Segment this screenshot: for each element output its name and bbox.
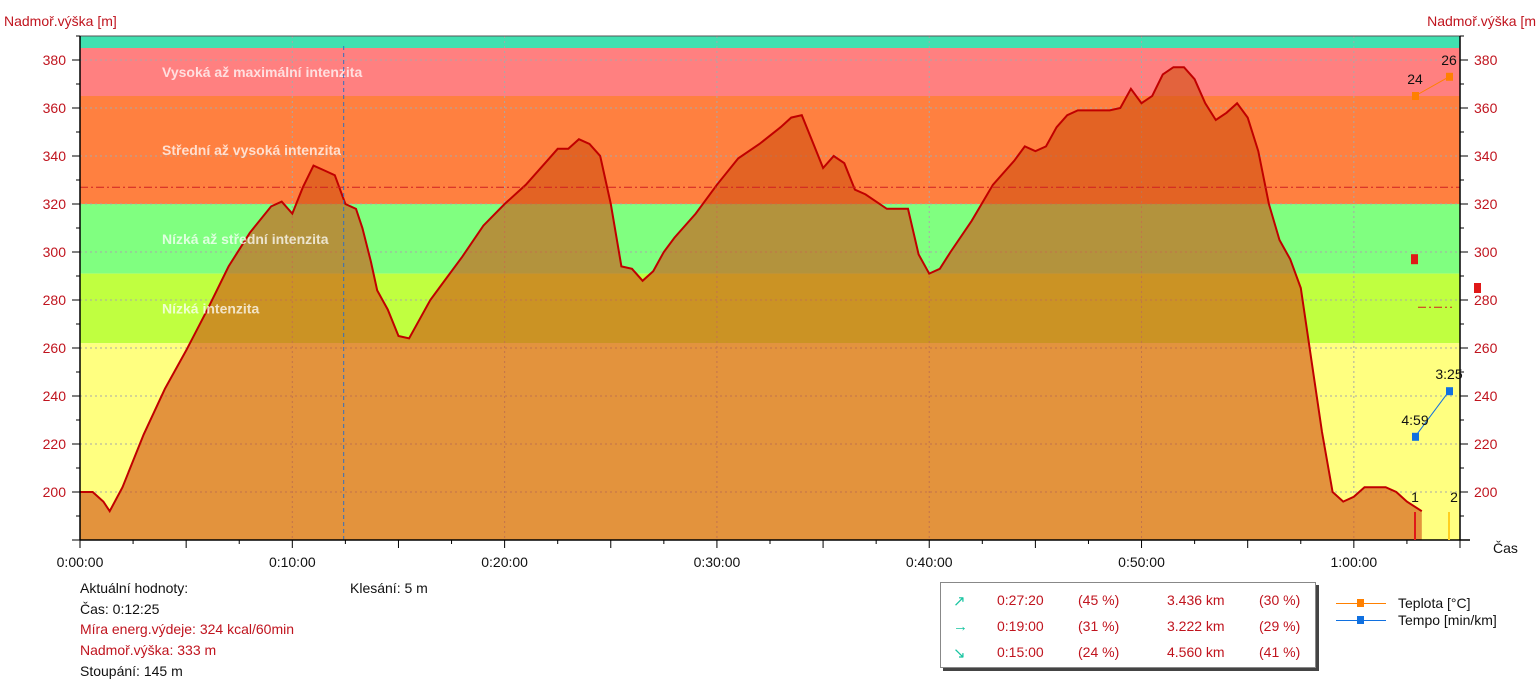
x-tick-label: 0:10:00 [269,554,316,570]
red-marker-point [1411,254,1418,265]
current-time: Čas: 0:12:25 [80,601,160,617]
marker-point [1446,387,1453,396]
current-ascent: Stoupání: 145 m [80,663,183,679]
y-tick-label-left: 240 [43,388,67,404]
zone-label: Vysoká až maximální intenzita [162,64,362,80]
legend-label: Teplota [°C] [1398,595,1471,611]
y-axis-title-left: Nadmoř.výška [m] [4,13,117,29]
x-tick-label: 1:00:00 [1330,554,1377,570]
marker-line [1414,390,1450,438]
stat-distance-pct: (30 %) [1259,592,1301,608]
stat-distance-pct: (29 %) [1259,618,1301,634]
lap-label: 1 [1411,489,1419,505]
y-tick-label-left: 280 [43,292,67,308]
y-tick-label-left: 360 [43,100,67,116]
elevation-chart: Vysoká až maximální intenzita Střední až … [4,13,1536,570]
elevation-line [80,66,1423,514]
y-tick-label-left: 340 [43,148,67,164]
arrow-up-right-icon: ↗ [953,593,966,610]
legend-label: Tempo [min/km] [1398,612,1497,628]
y-tick-label-right: 200 [1474,484,1498,500]
stat-row-descent: ↘ 0:15:00 (24 %) 4.560 km (41 %) [941,640,1315,666]
marker-point [1412,92,1419,100]
x-tick-label: 0:30:00 [694,554,741,570]
lap-label: 2 [1450,489,1458,505]
stat-row-ascent: ↗ 0:27:20 (45 %) 3.436 km (30 %) [941,588,1315,614]
marker-label: 4:59 [1401,412,1428,428]
overlays: Vysoká až maximální intenzita Střední až … [80,46,1460,540]
legend-marker [1357,616,1364,624]
y-tick-label-left: 300 [43,244,67,260]
current-descent: Klesání: 5 m [350,580,428,596]
y-tick-label-left: 200 [43,484,67,500]
chart-legend: Teplota [°C] Tempo [min/km] [1336,594,1536,634]
zone-label: Střední až vysoká intenzita [162,142,341,158]
legend-item-teplota: Teplota [°C] [1336,594,1536,612]
marker-line [1414,76,1450,97]
legend-item-tempo: Tempo [min/km] [1336,611,1536,629]
marker-point [1446,72,1453,81]
marker-label: 26 [1441,52,1457,68]
y-tick-label-right: 260 [1474,340,1498,356]
stat-time: 0:19:00 [997,618,1044,634]
y-tick-label-right: 240 [1474,388,1498,404]
y-tick-label-left: 380 [43,52,67,68]
y-tick-label-left: 320 [43,196,67,212]
y-tick-label-right: 280 [1474,292,1498,308]
stat-time-pct: (31 %) [1078,618,1120,634]
current-energy: Míra energ.výdeje: 324 kcal/60min [80,621,294,637]
y-tick-label-right: 320 [1474,196,1498,212]
zone-band [80,48,1460,96]
marker-label: 24 [1407,71,1423,87]
zone-label: Nízká intenzita [162,300,259,316]
right-markers: 24 26 4:59 3:25 1 2 [1401,52,1481,540]
marker-point [1412,432,1419,441]
x-tick-label: 0:00:00 [57,554,104,570]
arrow-down-right-icon: ↘ [953,645,966,662]
climb-stats-table: ↗ 0:27:20 (45 %) 3.436 km (30 %) → 0:19:… [940,582,1316,668]
arrow-right-icon: → [953,618,968,635]
y-tick-label-right: 340 [1474,148,1498,164]
y-tick-label-right: 300 [1474,244,1498,260]
stat-distance: 4.560 km [1167,644,1225,660]
x-axis-title: Čas [1493,540,1518,556]
stat-time-pct: (45 %) [1078,592,1120,608]
y-tick-label-right: 220 [1474,436,1498,452]
stat-time: 0:27:20 [997,592,1044,608]
stat-time: 0:15:00 [997,644,1044,660]
x-tick-label: 0:40:00 [906,554,953,570]
y-tick-label-left: 220 [43,436,67,452]
axes: 200 200 220 220 240 240 260 260 280 280 300 300 320 3… [4,13,1536,570]
zone-band [80,36,1460,48]
y-tick-label-right: 360 [1474,100,1498,116]
current-altitude: Nadmoř.výška: 333 m [80,642,217,658]
stat-distance-pct: (41 %) [1259,644,1301,660]
elevation-fill [80,67,1422,540]
legend-marker [1357,599,1364,607]
y-axis-title-right: Nadmoř.výška [m [1427,13,1536,29]
marker-label: 3:25 [1435,366,1462,382]
stat-distance: 3.436 km [1167,592,1225,608]
current-values-title: Aktuální hodnoty: [80,580,189,596]
zone-label: Nízká až střední intenzita [162,231,329,247]
elevation-area [80,66,1423,540]
stat-time-pct: (24 %) [1078,644,1120,660]
x-tick-label: 0:50:00 [1118,554,1165,570]
y-tick-label-right: 380 [1474,52,1498,68]
stat-distance: 3.222 km [1167,618,1225,634]
x-tick-label: 0:20:00 [481,554,528,570]
red-marker-point [1474,283,1481,293]
y-tick-label-left: 260 [43,340,67,356]
stat-row-flat: → 0:19:00 (31 %) 3.222 km (29 %) [941,614,1315,640]
